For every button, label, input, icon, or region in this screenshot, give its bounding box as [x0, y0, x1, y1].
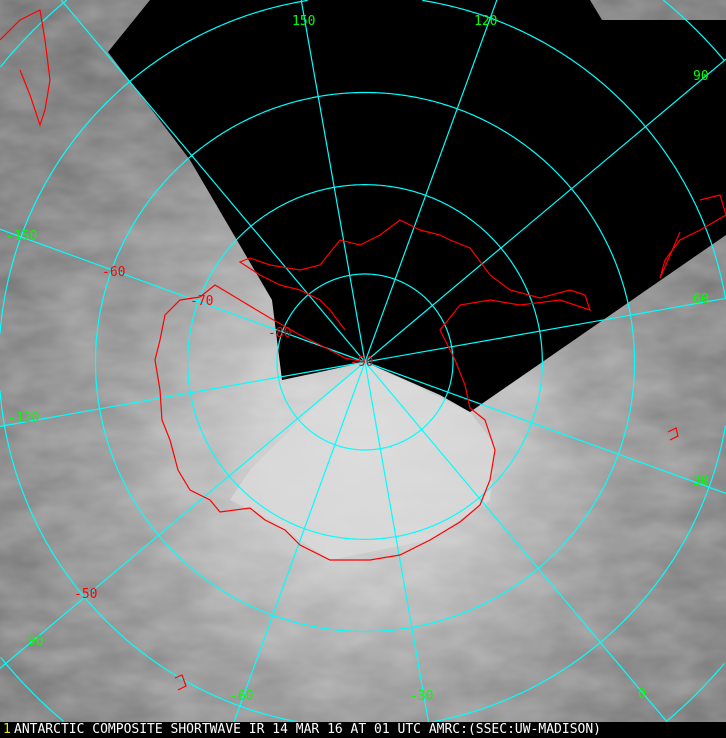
coastline-segment [0, 9, 51, 127]
longitude-label: 60 [693, 292, 709, 307]
latitude-circle [0, 656, 64, 722]
coastline-segment [667, 427, 679, 441]
longitude-label: -120 [8, 411, 39, 426]
meridian-line [300, 0, 366, 363]
meridian-line [0, 228, 366, 363]
grid-labels: 150 120 90 60 30 0 -30 -60 -90 -120 -150 -50 -60 -70 -… [6, 14, 709, 704]
latitude-circle [666, 663, 725, 722]
latitude-label: -90 [350, 355, 373, 370]
meridian-line [233, 361, 366, 723]
latitude-circle [187, 184, 544, 541]
longitude-label: -90 [20, 634, 43, 649]
coastline-segment [659, 194, 726, 279]
longitude-label: 150 [292, 14, 315, 29]
lat-lon-grid [0, 0, 726, 723]
latitude-circle [422, 0, 726, 299]
latitude-circle [0, 390, 299, 723]
latitude-label: -60 [102, 265, 125, 280]
latitude-label: -50 [74, 587, 97, 602]
coastline-segment [154, 219, 591, 561]
coastline [0, 9, 726, 691]
latitude-circle [0, 0, 68, 68]
longitude-label: 90 [693, 69, 709, 84]
longitude-label: -60 [230, 689, 253, 704]
latitude-circle [276, 273, 454, 451]
longitude-label: 30 [693, 474, 709, 489]
latitude-circle [662, 0, 725, 61]
meridian-line [364, 297, 726, 363]
ice-sheet-bright [230, 362, 495, 560]
image-caption: ANTARCTIC COMPOSITE SHORTWAVE IR 14 MAR … [14, 722, 726, 738]
meridian-line [0, 361, 366, 669]
meridian-line [60, 0, 366, 363]
latitude-circle [94, 91, 636, 633]
longitude-label: 0 [638, 687, 646, 702]
meridian-line [364, 58, 726, 363]
meridian-line [0, 361, 366, 427]
latitude-label: -70 [190, 294, 213, 309]
meridian-line [364, 0, 498, 363]
meridian-line [364, 361, 668, 723]
meridian-line [364, 361, 430, 723]
longitude-label: -30 [410, 689, 433, 704]
longitude-label: -150 [6, 229, 37, 244]
latitude-circle [0, 0, 308, 334]
caption-mark: 1 [3, 722, 11, 737]
longitude-label: 120 [474, 14, 497, 29]
latitude-circle [431, 425, 726, 723]
meridian-line [364, 361, 726, 494]
no-data-region [108, 0, 726, 412]
latitude-label: -80 [268, 326, 291, 341]
coastline-segment [174, 674, 187, 691]
